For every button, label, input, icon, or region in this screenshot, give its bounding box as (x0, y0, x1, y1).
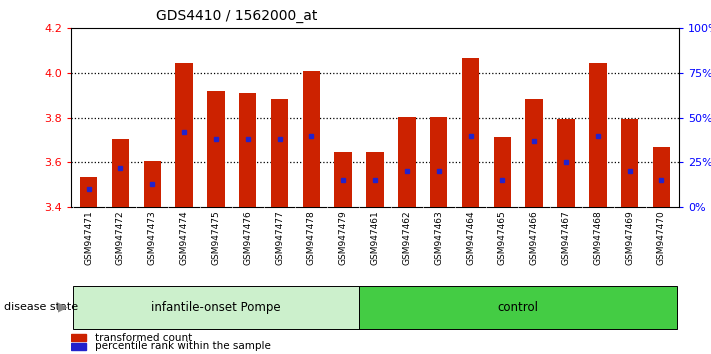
Bar (621, 119, 638, 207)
Bar (71, 343, 86, 350)
Bar (359, 286, 678, 329)
Bar (334, 152, 352, 207)
Bar (589, 63, 606, 207)
Text: GSM947479: GSM947479 (338, 210, 348, 265)
Text: GSM947462: GSM947462 (402, 210, 412, 265)
Text: GDS4410 / 1562000_at: GDS4410 / 1562000_at (156, 9, 318, 23)
Bar (653, 147, 670, 207)
Bar (398, 116, 416, 207)
Text: GSM947477: GSM947477 (275, 210, 284, 265)
Text: GSM947475: GSM947475 (211, 210, 220, 265)
Bar (525, 99, 543, 207)
Bar (144, 161, 161, 207)
Text: infantile-onset Pompe: infantile-onset Pompe (151, 301, 281, 314)
Bar (207, 91, 225, 207)
Text: GSM947473: GSM947473 (148, 210, 156, 265)
Text: GSM947468: GSM947468 (594, 210, 602, 265)
Text: GSM947476: GSM947476 (243, 210, 252, 265)
Text: transformed count: transformed count (95, 333, 192, 343)
Bar (112, 139, 129, 207)
Text: GSM947472: GSM947472 (116, 210, 125, 265)
Text: GSM947471: GSM947471 (84, 210, 93, 265)
Bar (461, 58, 479, 207)
Text: GSM947478: GSM947478 (307, 210, 316, 265)
Text: disease state: disease state (4, 302, 77, 312)
Bar (80, 177, 97, 207)
Text: GSM947463: GSM947463 (434, 210, 443, 265)
Text: ▶: ▶ (58, 301, 68, 314)
Bar (493, 137, 511, 207)
Bar (71, 334, 86, 341)
Bar (239, 93, 257, 207)
Bar (73, 286, 359, 329)
Text: GSM947467: GSM947467 (562, 210, 570, 265)
Bar (557, 119, 574, 207)
Text: GSM947470: GSM947470 (657, 210, 666, 265)
Text: GSM947469: GSM947469 (625, 210, 634, 265)
Text: GSM947465: GSM947465 (498, 210, 507, 265)
Text: GSM947466: GSM947466 (530, 210, 539, 265)
Bar (430, 116, 447, 207)
Bar (176, 63, 193, 207)
Bar (303, 71, 320, 207)
Text: GSM947474: GSM947474 (180, 210, 188, 265)
Text: GSM947461: GSM947461 (370, 210, 380, 265)
Text: GSM947464: GSM947464 (466, 210, 475, 265)
Bar (366, 152, 384, 207)
Text: percentile rank within the sample: percentile rank within the sample (95, 341, 270, 352)
Text: control: control (498, 301, 539, 314)
Bar (271, 99, 289, 207)
